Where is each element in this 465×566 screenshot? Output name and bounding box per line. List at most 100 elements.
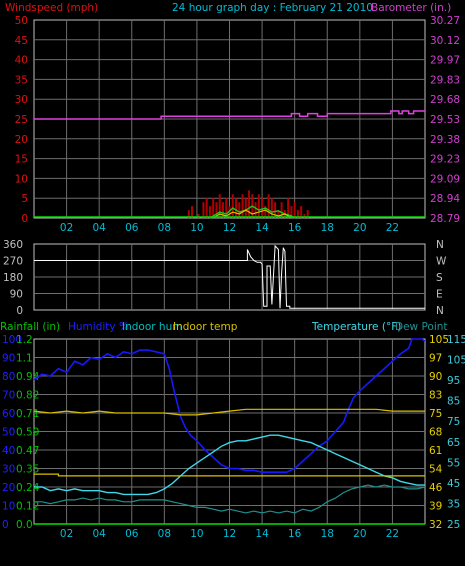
wind-speed-line bbox=[212, 209, 292, 219]
wind-gust-bar bbox=[248, 190, 251, 218]
dew-point-line bbox=[34, 484, 426, 514]
direction-tick: 270 bbox=[3, 256, 23, 268]
indoor-temp-tick: 45 bbox=[447, 478, 460, 490]
rain-tick: 1.2 bbox=[16, 334, 33, 346]
humidity-tick: 10 bbox=[2, 501, 15, 513]
humidity-tick: 30 bbox=[2, 464, 15, 476]
humidity-tick: 70 bbox=[2, 390, 15, 402]
panel3-hour-label: 16 bbox=[288, 528, 302, 540]
wind-gust-bar bbox=[208, 206, 211, 218]
indoor-temp-legend: Indoor temp bbox=[173, 321, 238, 333]
humidity-tick: 0 bbox=[2, 519, 9, 531]
barometer-tick: 30.27 bbox=[430, 15, 460, 27]
wind-gust-bar bbox=[257, 194, 260, 218]
barometer-tick: 28.79 bbox=[430, 213, 460, 225]
windspeed-tick: 45 bbox=[15, 35, 28, 47]
temperature-line bbox=[34, 434, 425, 496]
windspeed-tick: 0 bbox=[21, 213, 28, 225]
temperature-tick: 68 bbox=[429, 427, 442, 439]
indoor-temp-tick: 75 bbox=[447, 416, 460, 428]
windspeed-tick: 25 bbox=[15, 114, 28, 126]
indoor-temp-tick: 65 bbox=[447, 437, 460, 449]
temperature-legend: Temperature (°F) bbox=[311, 321, 401, 333]
wind-gust-bar bbox=[225, 198, 228, 218]
panel3-hour-label: 18 bbox=[321, 528, 334, 540]
wind-gust-bar bbox=[254, 202, 257, 218]
panel1-hour-label: 18 bbox=[321, 222, 334, 234]
panel-wind-barometer: 5045403530252015105030.2730.1229.9729.83… bbox=[15, 15, 461, 234]
windspeed-tick: 30 bbox=[15, 94, 28, 106]
rain-tick: 0.24 bbox=[16, 482, 40, 494]
panel1-hour-label: 10 bbox=[190, 222, 203, 234]
panel3-hour-label: 14 bbox=[255, 528, 269, 540]
barometer-tick: 29.38 bbox=[430, 134, 460, 146]
panel1-hour-label: 16 bbox=[288, 222, 302, 234]
wind-gust-bar bbox=[270, 198, 273, 218]
temperature-tick: 61 bbox=[429, 445, 442, 457]
wind-gust-bar bbox=[205, 198, 208, 218]
indoor-hum-line bbox=[34, 473, 425, 477]
wind-gust-bar bbox=[197, 214, 200, 218]
barometer-line bbox=[34, 110, 425, 120]
barometer-axis-title: Barometer (in.) bbox=[371, 2, 451, 14]
compass-tick: W bbox=[436, 256, 447, 268]
chart-marks bbox=[33, 110, 426, 525]
wind-gust-bar bbox=[212, 198, 215, 218]
barometer-tick: 28.94 bbox=[430, 193, 460, 205]
temperature-tick: 90 bbox=[429, 371, 442, 383]
compass-tick: N bbox=[436, 239, 444, 251]
wind-gust-bar bbox=[274, 202, 277, 218]
rain-tick: 0.0 bbox=[16, 519, 33, 531]
windspeed-tick: 10 bbox=[15, 173, 28, 185]
rain-tick: 0.47 bbox=[16, 445, 39, 457]
temperature-tick: 46 bbox=[429, 482, 443, 494]
rain-tick: 0.59 bbox=[16, 427, 39, 439]
wind-gust-bar bbox=[261, 198, 264, 218]
wind-average-line bbox=[209, 205, 296, 219]
compass-tick: S bbox=[436, 272, 443, 284]
panel1-hour-label: 22 bbox=[386, 222, 399, 234]
indoor-temp-tick: 55 bbox=[447, 457, 460, 469]
rain-tick: 0.71 bbox=[16, 408, 39, 420]
direction-tick: 90 bbox=[10, 289, 23, 301]
direction-tick: 0 bbox=[16, 305, 23, 317]
barometer-tick: 29.68 bbox=[430, 94, 460, 106]
panel3-hour-label: 02 bbox=[60, 528, 73, 540]
graph-title: 24 hour graph day : February 21 2010 bbox=[172, 2, 373, 14]
rainfall-legend: Rainfall (in) bbox=[0, 321, 60, 333]
humidity-tick: 100 bbox=[2, 334, 22, 346]
wind-gust-bar bbox=[296, 210, 299, 218]
panel1-hour-label: 06 bbox=[125, 222, 139, 234]
temperature-tick: 54 bbox=[429, 464, 443, 476]
barometer-tick: 29.83 bbox=[430, 74, 460, 86]
windspeed-tick: 40 bbox=[15, 55, 28, 67]
wind-gust-bar bbox=[280, 202, 283, 218]
direction-tick: 180 bbox=[3, 272, 23, 284]
panel3-hour-label: 20 bbox=[353, 528, 366, 540]
humidity-legend: Humidity % bbox=[68, 321, 129, 333]
temperature-tick: 32 bbox=[429, 519, 442, 531]
panel1-hour-label: 14 bbox=[255, 222, 269, 234]
indoor-temp-tick: 85 bbox=[447, 396, 460, 408]
rain-tick: 0.12 bbox=[16, 501, 39, 513]
wind-gust-bar bbox=[238, 202, 241, 218]
direction-tick: 360 bbox=[3, 239, 23, 251]
barometer-tick: 29.09 bbox=[430, 173, 460, 185]
humidity-tick: 60 bbox=[2, 408, 15, 420]
wind-gust-bar bbox=[306, 210, 309, 218]
humidity-tick: 40 bbox=[2, 445, 15, 457]
wind-direction-line bbox=[34, 244, 425, 309]
wind-gust-bar bbox=[202, 202, 205, 218]
temperature-tick: 83 bbox=[429, 390, 442, 402]
windspeed-axis-title: Windspeed (mph) bbox=[5, 2, 98, 14]
indoor-temp-tick: 25 bbox=[447, 519, 460, 531]
indoor-temp-line bbox=[33, 408, 425, 416]
panel3-hour-label: 08 bbox=[158, 528, 171, 540]
windspeed-tick: 5 bbox=[21, 193, 28, 205]
panel1-hour-label: 20 bbox=[353, 222, 366, 234]
rain-tick: 0.35 bbox=[16, 464, 39, 476]
wind-gust-bar bbox=[290, 206, 293, 218]
panel3-hour-label: 06 bbox=[125, 528, 139, 540]
